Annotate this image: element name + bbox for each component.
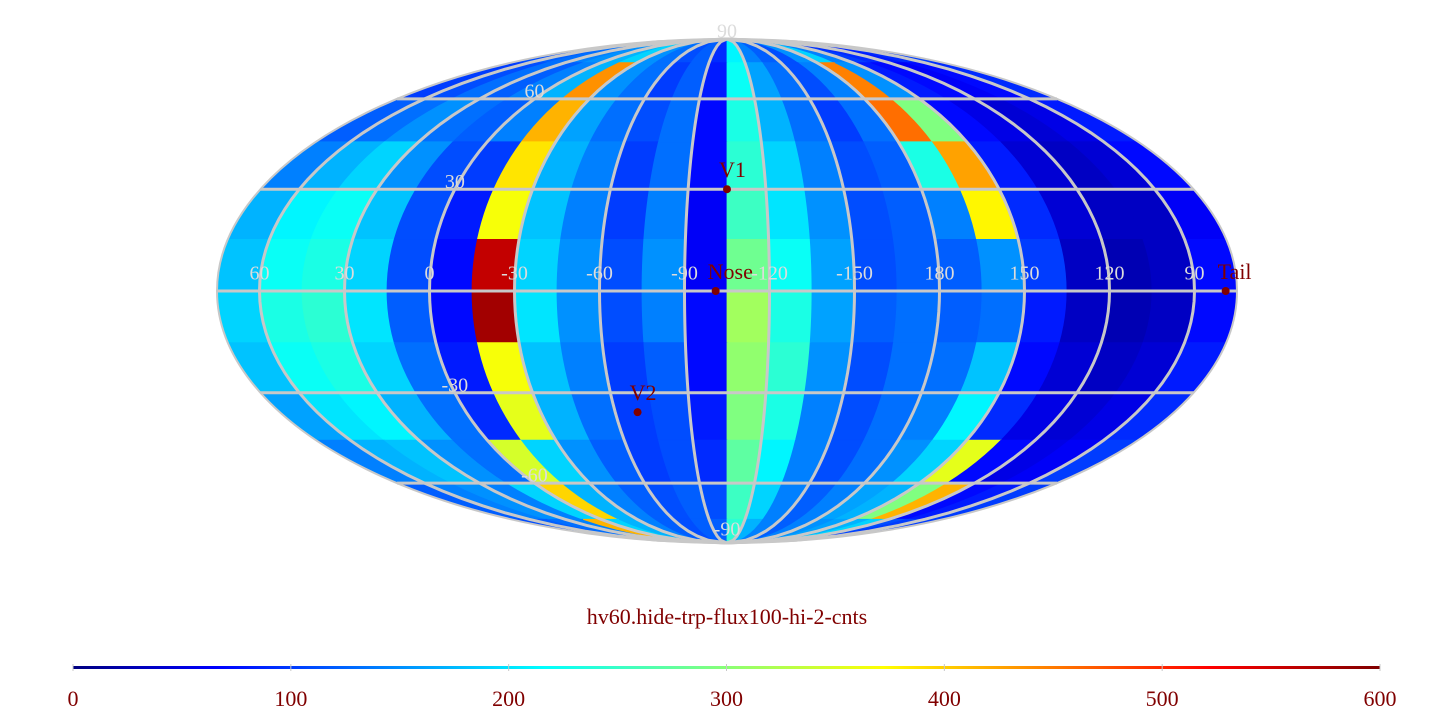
lon-tick-label: 90	[1185, 263, 1205, 285]
lon-tick-label: 30	[335, 263, 355, 285]
cell	[976, 290, 1025, 343]
colorbar-tick-label: 300	[710, 686, 743, 711]
cell	[687, 392, 728, 441]
lon-tick-label: -120	[751, 263, 788, 285]
cell	[934, 290, 983, 343]
colorbar-tick-label: 100	[274, 686, 307, 711]
cell	[765, 342, 811, 394]
cell	[768, 290, 813, 343]
marker	[711, 287, 720, 295]
marker	[723, 185, 731, 194]
lat-tick-label: 60	[524, 80, 544, 102]
marker	[633, 408, 642, 417]
cell	[471, 290, 520, 343]
cell	[643, 188, 689, 240]
cell	[684, 290, 728, 343]
lon-tick-label: -60	[586, 263, 613, 285]
cell	[684, 342, 728, 394]
cell	[684, 188, 728, 240]
lon-tick-label: -150	[836, 263, 873, 285]
marker-label: V2	[630, 380, 657, 405]
lat-tick-label: -60	[521, 465, 548, 487]
cell	[726, 392, 767, 441]
lon-tick-label: 120	[1095, 263, 1125, 285]
marker-label: V1	[719, 157, 746, 182]
cell	[726, 342, 770, 394]
colorbar-tick-label: 0	[68, 686, 79, 711]
colorbar-tick-label: 500	[1146, 686, 1179, 711]
lon-tick-label: -30	[501, 263, 528, 285]
cell	[726, 188, 770, 240]
marker	[1221, 287, 1230, 295]
lat-tick-label: 90	[717, 21, 737, 43]
colorbar-tick-label: 600	[1364, 686, 1397, 711]
lat-tick-label: -30	[442, 374, 469, 396]
lat-tick-label: 30	[445, 171, 465, 193]
marker-label: Tail	[1218, 259, 1252, 284]
cell	[599, 290, 645, 343]
colorbar-tick-label: 200	[492, 686, 525, 711]
cell	[514, 290, 562, 343]
cell	[556, 290, 603, 343]
lon-tick-label: 150	[1010, 263, 1040, 285]
cell	[429, 239, 478, 292]
marker-label: Nose	[708, 259, 753, 284]
map-border	[216, 38, 1238, 544]
colorbar-ticks: 0 100 200 300 400 500 600	[68, 664, 1397, 711]
cell	[726, 290, 770, 343]
lon-tick-label: -90	[671, 263, 698, 285]
cell	[851, 290, 898, 343]
lon-tick-label: 0	[425, 263, 435, 285]
cell	[765, 188, 811, 240]
cell	[892, 290, 940, 343]
cell	[641, 290, 686, 343]
colorbar-tick-label: 400	[928, 686, 961, 711]
chart-title: hv60.hide-trp-flux100-hi-2-cnts	[587, 604, 867, 629]
lat-tick-label: -90	[714, 519, 741, 541]
cell	[809, 290, 855, 343]
lon-tick-label: 60	[250, 263, 270, 285]
lon-tick-label: 180	[925, 263, 955, 285]
cell	[429, 290, 478, 343]
graticule	[216, 37, 1238, 545]
overlay: 60 30 0 -30 -60 -90 -120 -150 180 150 120 90 90 60 30 -…	[250, 21, 1252, 541]
